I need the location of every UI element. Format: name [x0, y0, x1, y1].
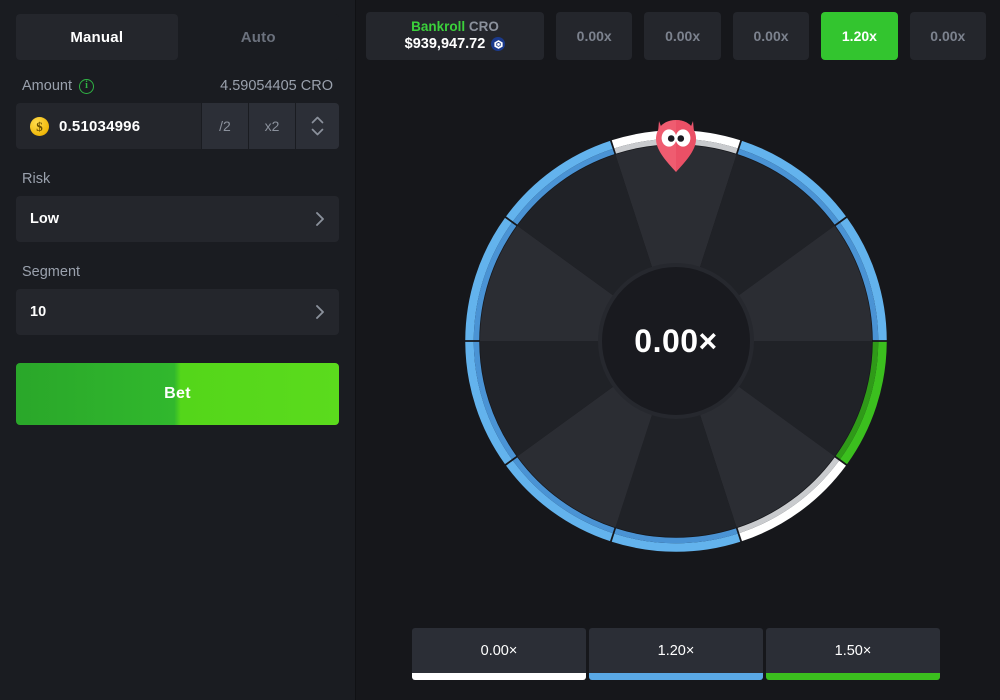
wheel-wedge	[615, 341, 737, 537]
segment-value: 10	[30, 304, 47, 320]
bankroll-amount-row: $939,947.72	[405, 35, 506, 53]
chevron-down-icon	[311, 128, 324, 136]
ring-segment-shade	[512, 148, 615, 225]
ring-segment-shade	[512, 457, 615, 534]
ring-segment	[506, 460, 613, 542]
ring-segment-shade	[614, 528, 738, 544]
double-amount-button[interactable]: x2	[248, 103, 295, 149]
ring-segment	[465, 341, 512, 465]
recent-multipliers: 0.00x 0.00x 0.00x 1.20x 0.00x	[556, 12, 987, 60]
ring-segment-shade	[473, 341, 517, 460]
ring-segment	[611, 533, 741, 552]
chevron-right-icon	[315, 304, 325, 320]
mode-tabs: Manual Auto	[16, 14, 339, 60]
bankroll-title-primary: Bankroll	[411, 18, 466, 34]
multiplier-chip[interactable]: 0.00x	[556, 12, 633, 60]
tab-manual-label: Manual	[70, 28, 124, 46]
multiplier-chip[interactable]: 0.00x	[909, 12, 987, 60]
segment-label: Segment	[22, 264, 81, 280]
info-icon[interactable]: i	[78, 78, 94, 94]
ring-segment-shade	[835, 341, 879, 460]
amount-label: Amount	[22, 78, 72, 94]
legend-label: 1.20×	[657, 643, 695, 659]
cro-coin-icon	[491, 37, 506, 52]
dollar-coin-icon: $	[30, 116, 49, 136]
legend-item[interactable]: 1.20×	[589, 628, 763, 680]
ring-segment	[840, 217, 887, 341]
halve-amount-button[interactable]: /2	[201, 103, 248, 149]
double-amount-label: x2	[264, 118, 280, 134]
bankroll-title: Bankroll CRO	[411, 19, 499, 36]
ring-segment	[506, 140, 613, 222]
amount-input[interactable]: $ 0.51034996	[16, 103, 201, 149]
multiplier-legend: 0.00× 1.20× 1.50×	[366, 628, 986, 688]
legend-color-bar	[766, 673, 940, 680]
amount-balance: 4.59054405 CRO	[220, 78, 333, 94]
multiplier-chip-win[interactable]: 1.20x	[821, 12, 898, 60]
bet-controls-sidebar: Manual Auto Amount i 4.59054405 CRO $ 0.…	[0, 0, 356, 700]
ring-segment	[739, 140, 846, 222]
ring-segment-shade	[737, 457, 840, 534]
halve-amount-label: /2	[219, 118, 231, 134]
tab-auto[interactable]: Auto	[178, 14, 340, 60]
wheel-wedge	[615, 145, 737, 341]
bankroll-amount: $939,947.72	[404, 36, 486, 53]
multiplier-chip-label: 0.00x	[930, 28, 966, 44]
multiplier-chip[interactable]: 0.00x	[732, 12, 810, 60]
wheel-graphic	[465, 130, 887, 552]
segment-select[interactable]: 10	[16, 289, 339, 335]
risk-select[interactable]: Low	[16, 196, 339, 242]
topbar: Bankroll CRO $939,947.72 0.00x	[366, 12, 987, 60]
multiplier-chip-label: 1.20x	[841, 28, 877, 44]
multiplier-chip[interactable]: 0.00x	[644, 12, 721, 60]
legend-label: 1.50×	[834, 643, 872, 659]
amount-label-group: Amount i	[22, 78, 94, 94]
ring-segment-shade	[473, 222, 517, 341]
tab-manual[interactable]: Manual	[16, 14, 178, 60]
chevron-right-icon	[315, 211, 325, 227]
owl-pointer-icon	[650, 113, 702, 175]
bankroll-currency: CRO	[468, 18, 499, 34]
legend-label: 0.00×	[480, 643, 518, 659]
multiplier-chip-label: 0.00x	[665, 28, 701, 44]
amount-header: Amount i 4.59054405 CRO	[16, 78, 339, 103]
game-main-panel: Bankroll CRO $939,947.72 0.00x	[356, 0, 1000, 700]
amount-stepper[interactable]	[295, 103, 339, 149]
ring-segment	[739, 460, 846, 542]
ring-segment	[840, 341, 887, 465]
risk-value: Low	[30, 211, 59, 227]
legend-color-bar	[589, 673, 763, 680]
bet-button-label: Bet	[164, 385, 191, 402]
legend-item[interactable]: 0.00×	[412, 628, 586, 680]
ring-segment-shade	[835, 222, 879, 341]
amount-input-row: $ 0.51034996 /2 x2	[16, 103, 339, 149]
bankroll-card: Bankroll CRO $939,947.72	[366, 12, 544, 60]
amount-value: 0.51034996	[59, 117, 141, 135]
multiplier-chip-label: 0.00x	[576, 28, 612, 44]
tab-auto-label: Auto	[240, 28, 276, 46]
ring-segment-shade	[737, 148, 840, 225]
risk-label: Risk	[22, 171, 51, 187]
wheel-ring	[465, 130, 887, 552]
wheel[interactable]: 0.00×	[464, 120, 888, 553]
multiplier-chip-label: 0.00x	[753, 28, 789, 44]
ring-segment	[465, 217, 512, 341]
bet-button[interactable]: Bet	[16, 363, 339, 425]
legend-color-bar	[412, 673, 586, 680]
wheel-area: 0.00×	[366, 60, 986, 628]
chevron-up-icon	[311, 116, 324, 124]
legend-item[interactable]: 1.50×	[766, 628, 940, 680]
wheel-hub	[598, 263, 754, 419]
